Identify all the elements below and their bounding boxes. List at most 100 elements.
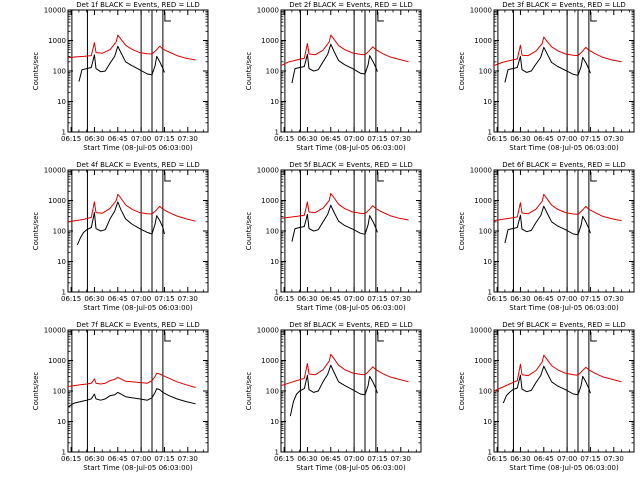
x-tick-label: 07:00: [131, 455, 151, 463]
x-tick-label: 06:30: [510, 295, 530, 303]
plot-frame: [493, 329, 635, 453]
y-tick-label: 1000: [474, 197, 492, 205]
x-tick-label: 06:30: [84, 135, 104, 143]
x-tick-label: 07:15: [580, 295, 600, 303]
series-lld-line: [493, 193, 622, 222]
series-lld-line: [493, 354, 622, 392]
x-tick-label: 06:45: [108, 135, 128, 143]
y-axis-label: Counts/sec: [458, 52, 466, 91]
y-tick-label: 1: [62, 289, 66, 297]
x-tick-label: 06:15: [61, 295, 81, 303]
y-tick-label: 100: [266, 388, 279, 396]
x-tick-label: 07:00: [557, 135, 577, 143]
series-lld-line: [493, 36, 622, 67]
y-tick-label: 1: [488, 289, 492, 297]
detector-panel-5: Det 5f BLACK = Events, RED = LLD 1 10 100 10…: [245, 161, 422, 312]
x-tick-label: 06:45: [321, 295, 341, 303]
series-events-line: [291, 204, 378, 242]
y-tick-label: 10000: [44, 167, 66, 175]
x-axis-label: Start Time (08-Jul-05 06:03:00): [83, 464, 193, 472]
y-tick-label: 10: [483, 418, 492, 426]
x-tick-label: 06:15: [487, 455, 507, 463]
x-tick-label: 07:00: [557, 295, 577, 303]
y-tick-label: 10: [57, 418, 66, 426]
y-tick-label: 100: [479, 388, 492, 396]
y-tick-label: 10: [270, 418, 279, 426]
series-events-line: [504, 46, 591, 83]
y-tick-label: 10: [57, 258, 66, 266]
x-tick-label: 07:15: [367, 135, 387, 143]
x-axis-label: Start Time (08-Jul-05 06:03:00): [83, 144, 193, 152]
series-lld-line: [67, 34, 196, 61]
x-tick-label: 06:45: [321, 455, 341, 463]
y-tick-label: 100: [53, 228, 66, 236]
panel-title: Det 7f BLACK = Events, RED = LLD: [76, 321, 199, 329]
y-tick-label: 10: [483, 98, 492, 106]
interval-bracket: [377, 172, 384, 182]
y-tick-label: 1: [488, 449, 492, 457]
y-tick-label: 10000: [257, 327, 279, 335]
panel-title: Det 4f BLACK = Events, RED = LLD: [76, 161, 199, 169]
series-events-line: [78, 45, 165, 82]
x-tick-label: 06:15: [61, 135, 81, 143]
y-tick-label: 1: [275, 449, 279, 457]
detector-panel-1: Det 1f BLACK = Events, RED = LLD 1 10 100 10…: [32, 1, 209, 152]
x-tick-label: 07:15: [580, 135, 600, 143]
x-tick-label: 06:15: [487, 135, 507, 143]
interval-bracket: [164, 172, 171, 182]
series-events-line: [504, 205, 591, 244]
y-axis-label: Counts/sec: [245, 372, 253, 411]
x-tick-label: 07:15: [154, 295, 174, 303]
x-tick-label: 06:30: [297, 135, 317, 143]
y-axis-label: Counts/sec: [32, 52, 40, 91]
series-events-line: [289, 364, 378, 417]
series-lld-line: [67, 372, 196, 388]
y-axis-label: Counts/sec: [245, 212, 253, 251]
detector-panel-6: Det 6f BLACK = Events, RED = LLD 1 10 100 10…: [458, 161, 635, 312]
x-tick-label: 06:45: [321, 135, 341, 143]
y-tick-label: 100: [53, 68, 66, 76]
x-axis-label: Start Time (08-Jul-05 06:03:00): [296, 304, 406, 312]
interval-bracket: [590, 12, 597, 22]
y-tick-label: 10: [270, 258, 279, 266]
x-tick-label: 06:30: [84, 295, 104, 303]
series-events-line: [291, 43, 378, 84]
plot-frame: [493, 169, 635, 293]
y-tick-label: 1: [275, 289, 279, 297]
panel-title: Det 6f BLACK = Events, RED = LLD: [502, 161, 625, 169]
panel-title: Det 3f BLACK = Events, RED = LLD: [502, 1, 625, 9]
y-axis-label: Counts/sec: [245, 52, 253, 91]
detector-panel-8: Det 8f BLACK = Events, RED = LLD 1 10 100 10…: [245, 321, 422, 472]
panel-title: Det 9f BLACK = Events, RED = LLD: [502, 321, 625, 329]
y-tick-label: 1: [488, 129, 492, 137]
y-tick-label: 10: [270, 98, 279, 106]
x-tick-label: 06:15: [274, 135, 294, 143]
y-tick-label: 100: [266, 228, 279, 236]
panel-title: Det 2f BLACK = Events, RED = LLD: [289, 1, 412, 9]
x-tick-label: 07:15: [367, 295, 387, 303]
x-tick-label: 07:30: [178, 135, 198, 143]
x-tick-label: 07:30: [604, 455, 624, 463]
interval-bracket: [377, 12, 384, 22]
x-tick-label: 06:15: [274, 455, 294, 463]
y-tick-label: 10000: [470, 167, 492, 175]
x-tick-label: 07:00: [344, 135, 364, 143]
y-tick-label: 1000: [48, 37, 66, 45]
x-tick-label: 06:45: [534, 295, 554, 303]
x-tick-label: 06:15: [61, 455, 81, 463]
x-axis-label: Start Time (08-Jul-05 06:03:00): [83, 304, 193, 312]
interval-bracket: [164, 332, 171, 342]
y-tick-label: 10000: [44, 7, 66, 15]
x-tick-label: 07:00: [344, 295, 364, 303]
x-tick-label: 07:30: [178, 455, 198, 463]
x-tick-label: 07:30: [604, 295, 624, 303]
x-tick-label: 07:00: [131, 135, 151, 143]
x-axis-label: Start Time (08-Jul-05 06:03:00): [296, 144, 406, 152]
x-tick-label: 06:45: [108, 295, 128, 303]
plot-frame: [280, 9, 422, 133]
y-tick-label: 100: [479, 68, 492, 76]
y-tick-label: 100: [479, 228, 492, 236]
detector-panel-4: Det 4f BLACK = Events, RED = LLD 1 10 100 10…: [32, 161, 209, 312]
x-tick-label: 07:00: [344, 455, 364, 463]
plot-frame: [493, 9, 635, 133]
